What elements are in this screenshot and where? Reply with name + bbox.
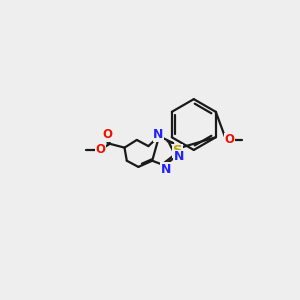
Text: O: O [224, 134, 234, 146]
Text: N: N [174, 150, 184, 164]
Text: S: S [173, 144, 182, 157]
Text: N: N [161, 163, 171, 176]
Text: O: O [96, 143, 106, 157]
Text: O: O [103, 128, 112, 141]
Text: N: N [153, 128, 164, 141]
